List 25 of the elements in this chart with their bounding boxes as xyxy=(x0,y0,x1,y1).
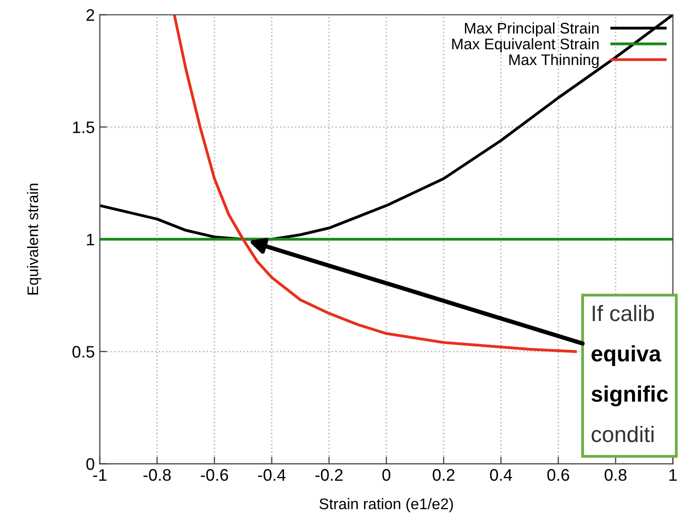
x-tick-label: -1 xyxy=(93,469,106,481)
annotation: equiva xyxy=(592,345,662,366)
legend-label: Max Thinning xyxy=(509,54,599,68)
x-tick-label: -0.6 xyxy=(200,469,228,481)
y-tick-label: 1 xyxy=(86,234,94,246)
y-axis-title: Equivalent strain xyxy=(26,184,42,294)
y-tick-label: 0 xyxy=(86,458,94,470)
x-tick-label: -0.2 xyxy=(315,469,343,481)
annotation: signific xyxy=(592,386,668,406)
x-tick-label: 0.4 xyxy=(490,469,512,481)
y-tick-label: 0.5 xyxy=(72,346,94,358)
x-tick-label: 0.2 xyxy=(432,469,454,481)
x-tick-label: 0.8 xyxy=(604,469,626,481)
x-tick-label: -0.4 xyxy=(258,469,286,481)
annotation: conditi xyxy=(592,426,654,442)
y-tick-label: 2 xyxy=(86,9,94,21)
legend-label: Max Equivalent Strain xyxy=(452,38,599,52)
annotation: If calib xyxy=(592,304,654,322)
legend-label: Max Principal Strain xyxy=(464,22,599,37)
x-tick-label: -0.8 xyxy=(144,469,171,481)
y-tick-label: 1.5 xyxy=(73,122,94,134)
x-axis-title: Strain ration (e1/e2) xyxy=(320,498,453,512)
x-tick-label: 0 xyxy=(382,469,390,481)
x-tick-label: 0.6 xyxy=(547,469,570,481)
x-tick-label: 1 xyxy=(670,469,677,481)
